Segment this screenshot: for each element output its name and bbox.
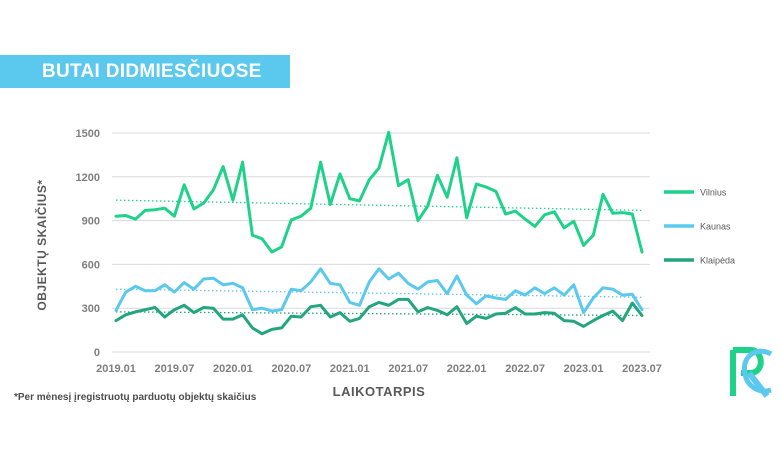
y-tick-label: 900 — [82, 216, 100, 228]
y-tick-label: 1500 — [76, 128, 100, 140]
legend-label-klaipeda: Klaipėda — [700, 256, 735, 266]
legend-label-vilnius: Vilnius — [700, 188, 727, 198]
y-tick-label: 600 — [82, 259, 100, 271]
x-tick-label: 2019.07 — [155, 363, 195, 375]
y-axis-title: OBJEKTŲ SKAIČIUS* — [34, 179, 49, 310]
title-banner: BUTAI DIDMIESČIUOSE — [0, 55, 290, 88]
x-tick-label: 2021.01 — [330, 363, 370, 375]
series-line-kaunas — [114, 267, 644, 315]
legend-label-kaunas: Kaunas — [700, 222, 731, 232]
rc-logo-icon — [730, 347, 773, 398]
x-tick-label: 2023.01 — [564, 363, 604, 375]
x-tick-label: 2023.07 — [622, 363, 662, 375]
x-tick-label: 2020.07 — [271, 363, 311, 375]
chart-title: BUTAI DIDMIESČIUOSE — [42, 61, 262, 82]
series-line-vilnius — [114, 130, 644, 254]
x-tick-label: 2019.01 — [96, 363, 136, 375]
x-axis-title: LAIKOTARPIS — [333, 384, 426, 399]
y-tick-label: 0 — [94, 347, 100, 359]
x-tick-label: 2021.07 — [388, 363, 428, 375]
x-tick-label: 2022.01 — [447, 363, 487, 375]
x-tick-label: 2020.01 — [213, 363, 253, 375]
y-tick-label: 1200 — [76, 172, 100, 184]
y-tick-label: 300 — [82, 303, 100, 315]
x-tick-label: 2022.07 — [505, 363, 545, 375]
series-line-klaipeda — [114, 297, 644, 336]
footnote: *Per mėnesį įregistruotų parduotų objekt… — [14, 392, 257, 403]
